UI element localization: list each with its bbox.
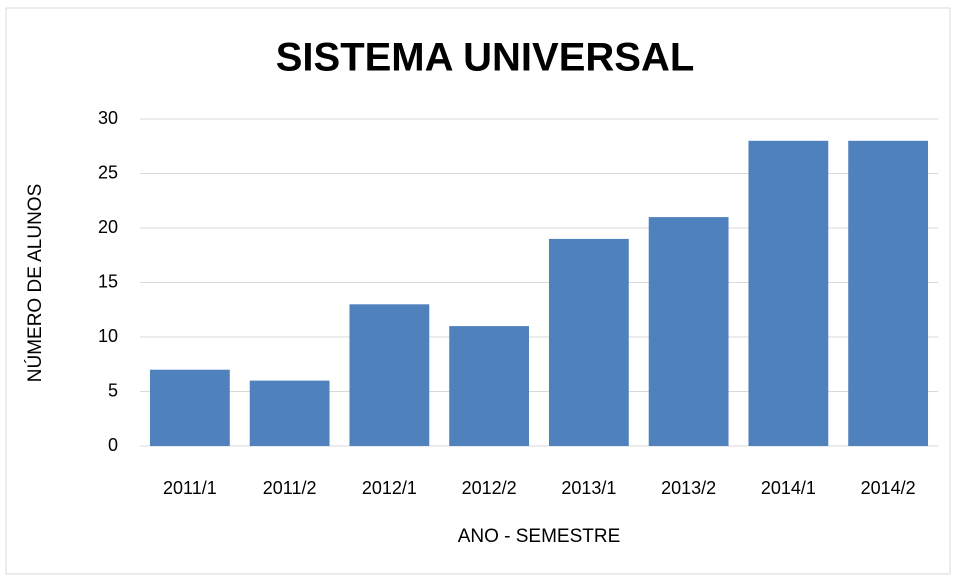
- x-tick-label: 2012/2: [462, 478, 517, 498]
- bar: [449, 326, 530, 446]
- chart-title: SISTEMA UNIVERSAL: [276, 36, 695, 80]
- y-axis-label: NÚMERO DE ALUNOS: [24, 184, 46, 382]
- bar: [648, 217, 729, 446]
- x-tick-label: 2013/1: [561, 478, 616, 498]
- x-tick-label: 2014/1: [761, 478, 816, 498]
- bar: [149, 369, 230, 446]
- y-tick-label: 25: [98, 162, 118, 182]
- x-tick-label: 2011/2: [263, 478, 317, 498]
- bar: [249, 380, 330, 446]
- y-tick-label: 10: [98, 326, 118, 346]
- y-tick-label: 30: [98, 108, 118, 128]
- x-tick-label: 2012/1: [362, 478, 417, 498]
- x-tick-label: 2011/1: [163, 478, 217, 498]
- x-axis-label: ANO - SEMESTRE: [458, 526, 621, 547]
- bar: [848, 140, 929, 447]
- bar: [748, 140, 829, 447]
- bar: [548, 238, 629, 446]
- y-tick-label: 20: [98, 217, 118, 237]
- x-tick-label: 2013/2: [661, 478, 716, 498]
- bar: [349, 304, 430, 446]
- y-tick-label: 5: [108, 380, 118, 400]
- y-tick-label: 15: [98, 271, 118, 291]
- x-tick-label: 2014/2: [861, 478, 916, 498]
- y-tick-label: 0: [108, 435, 118, 455]
